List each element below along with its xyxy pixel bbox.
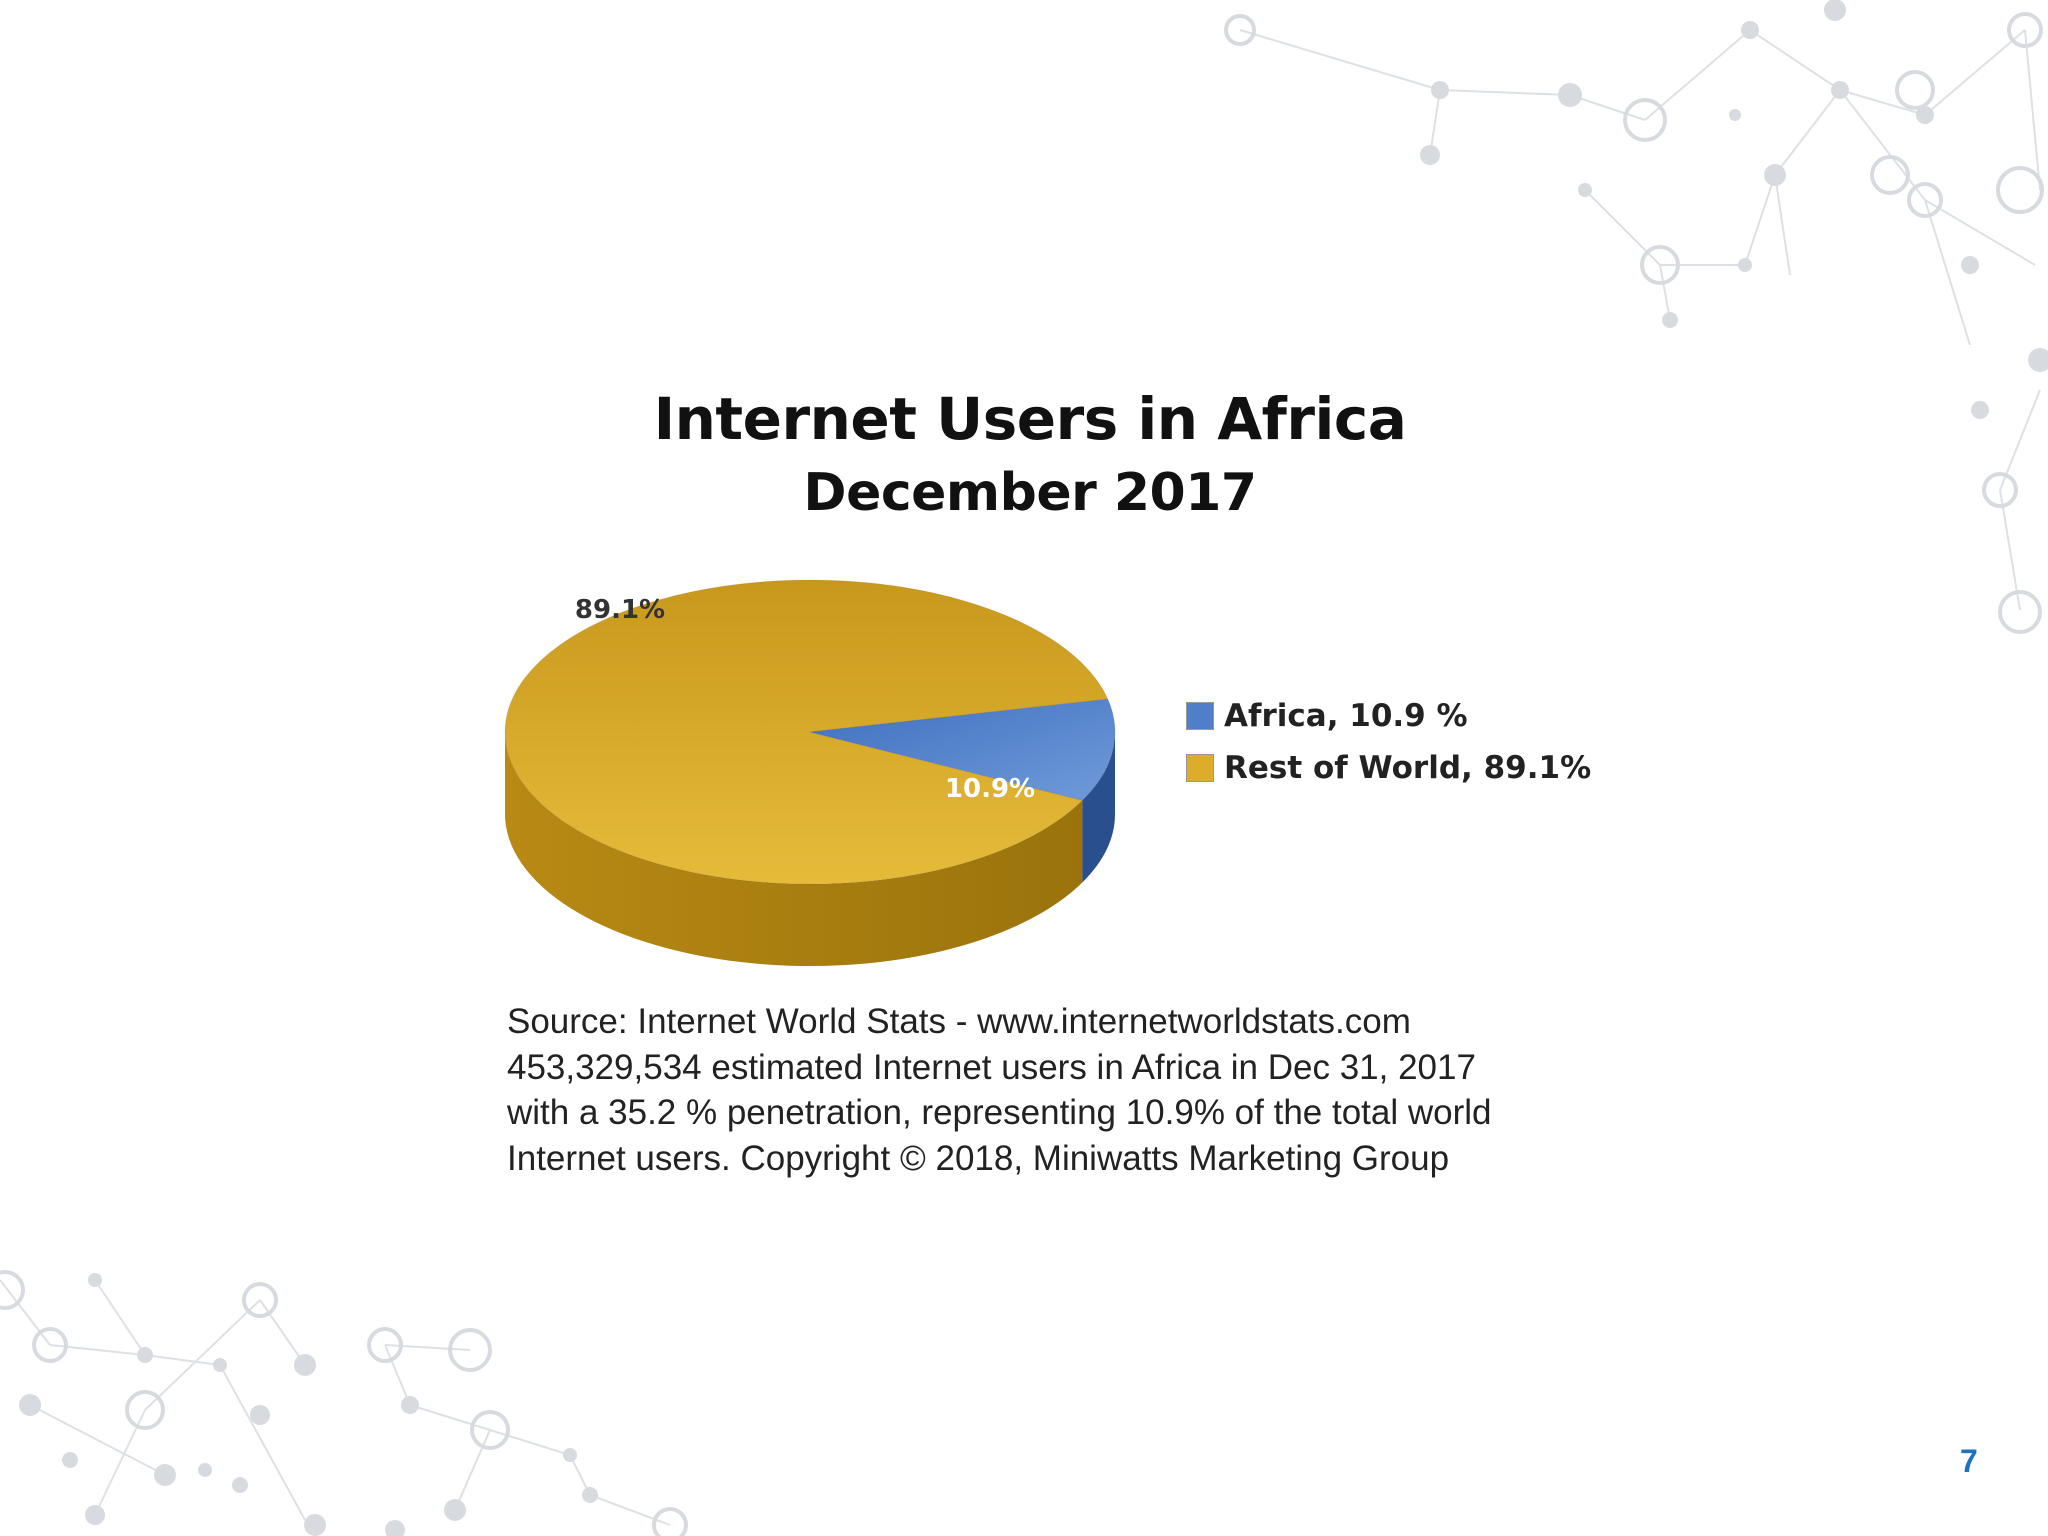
legend-label-rest-of-world: Rest of World, 89.1% xyxy=(1224,750,1592,786)
source-line: Source: Internet World Stats - www.inter… xyxy=(507,1002,1411,1041)
chart-subtitle: December 2017 xyxy=(803,463,1257,523)
pie-side-rest-of-world xyxy=(505,732,1083,967)
network-decoration-top-right xyxy=(1224,0,2044,345)
chart-legend: Africa, 10.9 % Rest of World, 89.1% xyxy=(1186,690,1591,794)
pie-slice-rest-of-world xyxy=(504,579,1109,885)
source-line: Internet users. Copyright © 2018, Miniwa… xyxy=(507,1138,1450,1178)
legend-swatch-rest-of-world xyxy=(1186,754,1214,782)
legend-item-rest-of-world: Rest of World, 89.1% xyxy=(1186,742,1591,794)
legend-item-africa: Africa, 10.9 % xyxy=(1186,690,1591,742)
legend-swatch-africa xyxy=(1186,702,1214,730)
network-decoration-right-edge xyxy=(1971,348,2048,634)
pie-slice-africa xyxy=(809,698,1116,801)
pie-chart: 10.9% 89.1% xyxy=(504,579,1116,967)
pie-side-africa xyxy=(1082,732,1115,883)
network-decoration-bottom-left xyxy=(0,1270,688,1536)
source-note: Source: Internet World Stats - www.inter… xyxy=(507,999,1607,1181)
page-number: 7 xyxy=(1960,1443,1978,1479)
source-line: with a 35.2 % penetration, representing … xyxy=(507,1093,1492,1132)
source-line: 453,329,534 estimated Internet users in … xyxy=(507,1047,1476,1087)
chart-title: Internet Users in Africa xyxy=(653,385,1407,453)
legend-label-africa: Africa, 10.9 % xyxy=(1224,698,1468,734)
data-label-rest-of-world: 89.1% xyxy=(575,595,665,625)
data-label-africa: 10.9% xyxy=(945,774,1035,804)
